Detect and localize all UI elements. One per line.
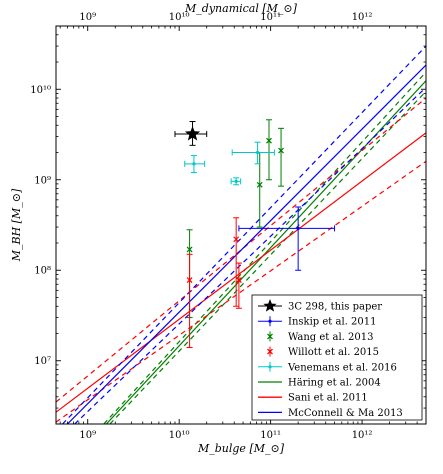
point-3-0-marker xyxy=(186,277,193,283)
relation-dashed-0-1 xyxy=(109,90,426,424)
legend-entry-1-marker xyxy=(268,319,272,323)
legend-entry-0-marker xyxy=(263,299,277,312)
axis-ticks: 10⁹ 10¹⁰ 10¹¹ 10¹² 10⁹ 10¹⁰ 10¹¹ 10¹² 10⁷ 10⁸ 10⁹ 1… xyxy=(30,12,427,441)
relation-dashed-2-0 xyxy=(62,45,426,424)
xtick-top-label-2: 10¹¹ xyxy=(260,12,281,23)
point-4-1-marker xyxy=(234,179,238,183)
point-0-0-marker xyxy=(184,126,201,141)
point-2-0-marker-b xyxy=(186,246,193,253)
point-3-1 xyxy=(233,217,240,307)
point-2-1-marker xyxy=(256,181,263,188)
point-3-1-marker xyxy=(233,236,240,243)
ytick-label-3: 10¹⁰ xyxy=(30,85,51,96)
relation-dashed-0-0 xyxy=(103,71,426,424)
legend-entry-7: McConnell & Ma 2013 xyxy=(258,408,403,419)
point-4-0-marker xyxy=(192,162,196,166)
legend-entry-0-label: 3C 298, this paper xyxy=(288,302,382,313)
legend-entry-1-label: Inskip et al. 2011 xyxy=(288,317,376,328)
point-1-0-marker xyxy=(296,226,300,231)
point-1-0 xyxy=(238,206,336,271)
point-3-1-marker-b xyxy=(233,236,240,243)
point-3-0-marker-b xyxy=(186,277,193,283)
point-2-1-marker-b xyxy=(256,181,263,188)
legend-entry-2-label: Wang et al. 2013 xyxy=(288,332,373,343)
point-2-3-marker-b xyxy=(278,147,284,154)
legend-entry-1: Inskip et al. 2011 xyxy=(258,316,376,328)
data-points xyxy=(174,119,336,349)
xtick-bottom-label-1: 10¹⁰ xyxy=(169,430,190,441)
ytick-label-0: 10⁷ xyxy=(34,356,51,367)
legend-entry-6: Sani et al. 2011 xyxy=(258,393,368,404)
xtick-top-label-3: 10¹² xyxy=(352,12,373,23)
legend-box xyxy=(251,294,423,421)
relation-dashed-1-0 xyxy=(56,97,426,403)
legend-entry-2: Wang et al. 2013 xyxy=(267,331,373,343)
legend-entry-0: 3C 298, this paper xyxy=(258,299,382,313)
ytick-label-1: 10⁸ xyxy=(34,266,51,277)
relation-dashed-2-1 xyxy=(74,86,426,424)
legend-entry-3-label: Willott et al. 2015 xyxy=(288,347,379,358)
point-2-3 xyxy=(278,127,285,187)
legend-entry-4-label: Venemans et al. 2016 xyxy=(287,362,397,373)
bottom-axis-label: M_bulge [M_⊙] xyxy=(197,442,285,455)
relation-line-2 xyxy=(67,64,426,424)
xtick-top-label-1: 10¹⁰ xyxy=(169,12,190,23)
point-2-3-marker xyxy=(278,147,284,154)
legend-entry-2-marker-b xyxy=(267,333,273,340)
relation-lines xyxy=(56,45,426,424)
point-3-2-marker xyxy=(235,277,242,283)
legend: 3C 298, this paper Inskip et al. 2011 Wang… xyxy=(251,294,423,421)
legend-entry-5: Häring et al. 2004 xyxy=(258,378,381,389)
point-3-2-marker-b xyxy=(235,277,242,283)
point-2-0-marker xyxy=(186,246,193,253)
legend-entry-3-marker-b xyxy=(267,348,273,355)
xtick-bottom-label-0: 10⁹ xyxy=(79,430,96,441)
point-3-0 xyxy=(186,253,193,349)
xtick-bottom-label-2: 10¹¹ xyxy=(260,430,281,441)
point-2-2-marker-b xyxy=(266,137,272,144)
xtick-top-label-0: 10⁹ xyxy=(79,12,96,23)
legend-entry-6-label: Sani et al. 2011 xyxy=(288,393,368,404)
plot-frame xyxy=(55,25,427,425)
point-4-0 xyxy=(184,155,206,174)
relation-line-1 xyxy=(56,132,426,413)
relation-line-0 xyxy=(105,80,426,424)
legend-entry-4: Venemans et al. 2016 xyxy=(258,361,397,373)
top-axis-label: M_dynamical [M_⊙] xyxy=(184,2,298,15)
point-4-2-marker xyxy=(255,150,260,155)
legend-entry-7-label: McConnell & Ma 2013 xyxy=(288,408,403,419)
point-4-2 xyxy=(231,141,275,165)
legend-entry-5-label: Häring et al. 2004 xyxy=(288,378,381,389)
point-0-0 xyxy=(174,121,208,146)
point-4-1 xyxy=(230,177,242,186)
legend-entry-3: Willott et al. 2015 xyxy=(267,346,379,358)
point-3-2 xyxy=(235,262,242,309)
y-axis-label: M_BH [M_⊙] xyxy=(10,188,23,262)
point-2-2 xyxy=(266,119,273,181)
legend-entry-4-marker xyxy=(268,365,272,369)
xtick-bottom-label-3: 10¹² xyxy=(352,430,373,441)
relation-dashed-1-1 xyxy=(56,160,426,423)
point-2-2-marker xyxy=(266,137,272,144)
ytick-label-2: 10⁹ xyxy=(34,175,51,186)
